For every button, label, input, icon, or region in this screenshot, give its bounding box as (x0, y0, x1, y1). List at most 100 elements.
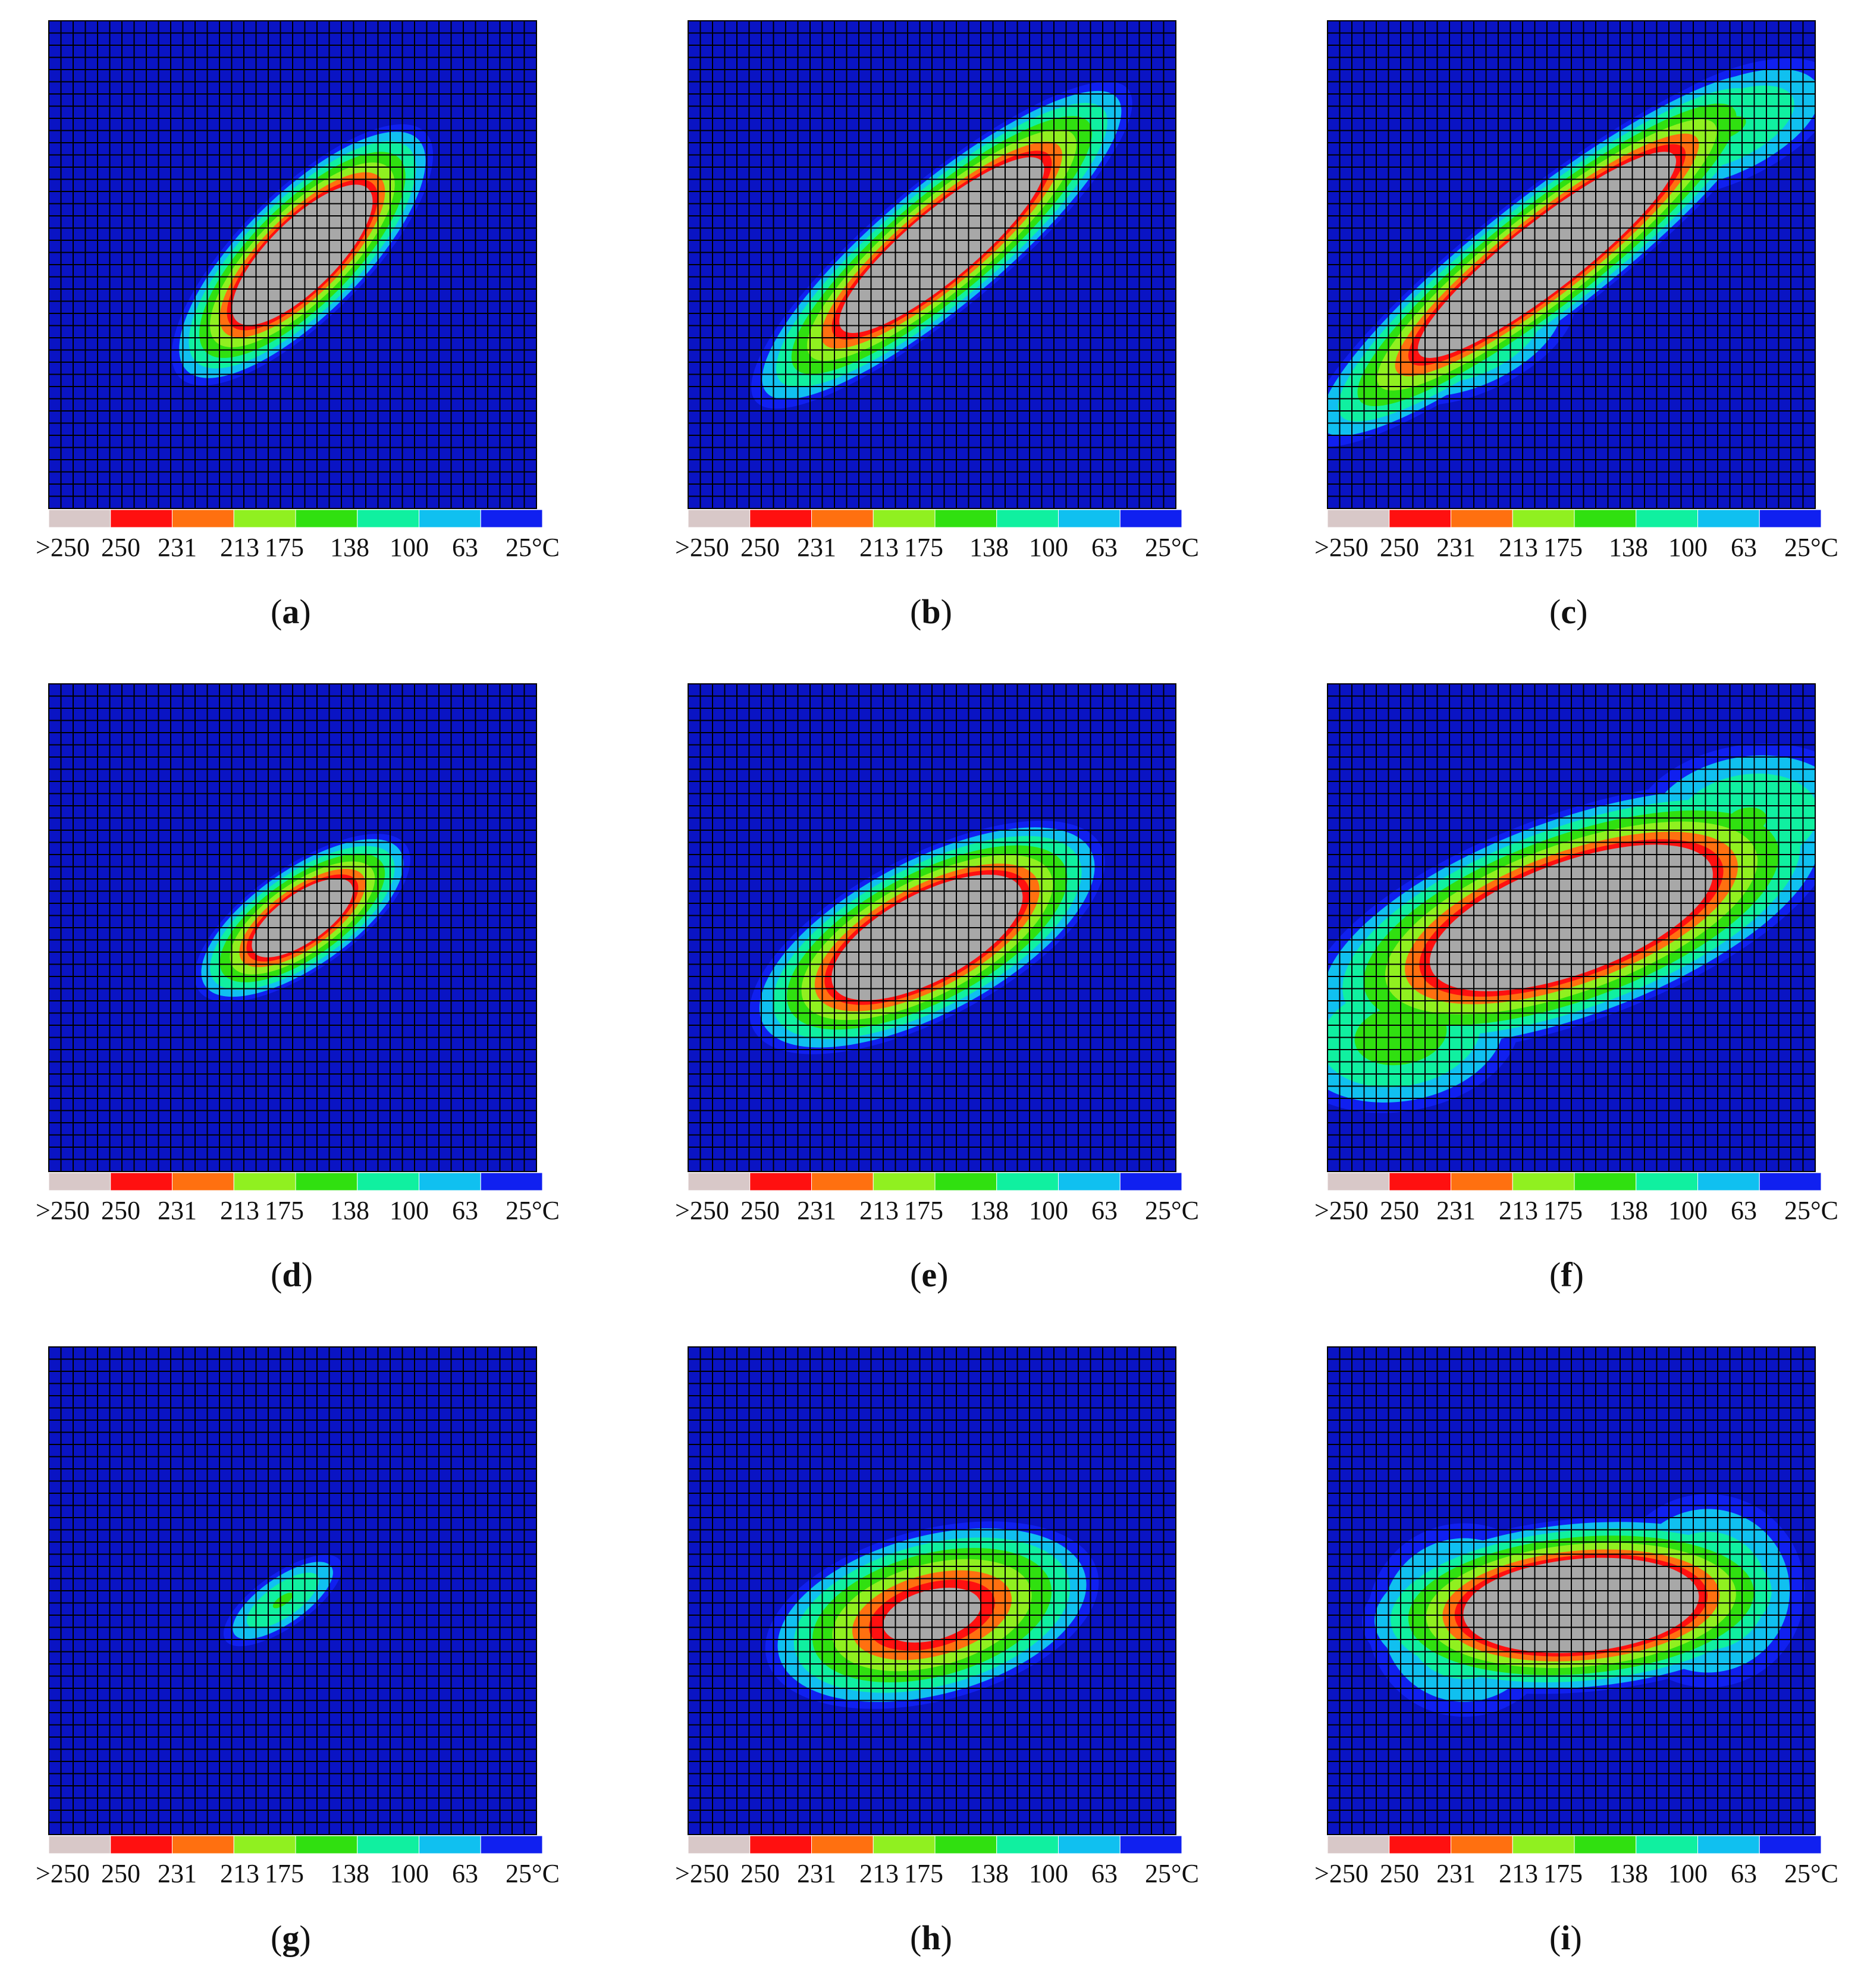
panel-i: >250 250 231 213 175 138 100 63 25°C (i) (1314, 1341, 1861, 1983)
legend-swatch-2 (172, 1835, 234, 1854)
panel-caption: (a) (271, 592, 311, 631)
legend-swatch-2 (1451, 509, 1513, 528)
legend-swatch-1 (1389, 1835, 1451, 1854)
legend-swatch-0 (688, 1172, 751, 1191)
legend-label: >250 (36, 1859, 90, 1888)
legend-swatch-2 (811, 1172, 874, 1191)
legend-label: 138 (969, 533, 1009, 562)
legend-label: 138 (330, 533, 369, 562)
legend-swatch-0 (48, 1172, 111, 1191)
legend-label: 213 (1499, 1859, 1538, 1888)
legend-swatch-7 (480, 1835, 543, 1854)
mesh-grid (688, 20, 1176, 509)
panel-caption: (g) (271, 1918, 311, 1957)
panel-d: >250 250 231 213 175 138 100 63 25°C (d) (36, 678, 630, 1320)
legend-label: 63 (1731, 533, 1757, 562)
contour-level-7-spot-0 (831, 874, 1023, 1000)
legend-label: 231 (1436, 1859, 1476, 1888)
panel-caption: (i) (1549, 1918, 1582, 1957)
legend-swatch-6 (419, 1835, 481, 1854)
legend-label: >250 (1314, 1196, 1369, 1225)
legend-swatch-7 (1119, 1172, 1182, 1191)
legend-swatch-5 (1636, 1172, 1698, 1191)
legend-label: 175 (904, 1859, 943, 1888)
legend-label: 100 (390, 533, 429, 562)
legend-label: 100 (1029, 1859, 1068, 1888)
legend-label: 231 (158, 1859, 197, 1888)
legend-label: 175 (1543, 1859, 1583, 1888)
legend-label: 100 (1029, 533, 1068, 562)
legend-swatch-2 (172, 1172, 234, 1191)
legend-label: 231 (158, 1196, 197, 1225)
legend-swatch-0 (48, 509, 111, 528)
mesh-grid (1327, 1346, 1816, 1835)
legend-label: 138 (1609, 1859, 1648, 1888)
legend-label: 250 (740, 1196, 780, 1225)
panel-e: >250 250 231 213 175 138 100 63 25°C (e) (675, 678, 1270, 1320)
legend-swatch-5 (1636, 509, 1698, 528)
legend-label: 231 (158, 533, 197, 562)
legend-label: >250 (1314, 1859, 1369, 1888)
panel-caption: (f) (1549, 1255, 1584, 1294)
legend-label: 63 (1731, 1859, 1757, 1888)
legend-label: 231 (1436, 533, 1476, 562)
legend-label: 250 (740, 1859, 780, 1888)
legend-label: 250 (101, 1196, 140, 1225)
legend-swatch-7 (1759, 509, 1822, 528)
contour-level-7-spot-0 (232, 184, 373, 325)
contour-level-3-spot-0 (272, 1593, 293, 1609)
legend-swatch-5 (357, 1172, 419, 1191)
legend-label: >250 (675, 1196, 729, 1225)
legend-swatch-7 (1119, 1835, 1182, 1854)
legend-label: 231 (797, 1196, 836, 1225)
legend-swatch-6 (419, 509, 481, 528)
legend-label: 25°C (1145, 1196, 1199, 1225)
legend-label: 213 (1499, 1196, 1538, 1225)
panel-caption: (b) (910, 592, 952, 631)
legend-label: 250 (1380, 1859, 1419, 1888)
legend-swatch-0 (48, 1835, 111, 1854)
temperature-map-a (48, 20, 543, 528)
mesh-grid (48, 683, 537, 1172)
legend-swatch-0 (1327, 509, 1390, 528)
legend-swatch-5 (357, 509, 419, 528)
legend-swatch-5 (1636, 1835, 1698, 1854)
legend-swatch-4 (295, 509, 358, 528)
legend-swatch-6 (419, 1172, 481, 1191)
legend-label: 100 (1668, 1196, 1708, 1225)
legend-label: 63 (1091, 533, 1118, 562)
legend-label: 100 (390, 1196, 429, 1225)
legend-label: 175 (1543, 1196, 1583, 1225)
legend-swatch-1 (749, 1172, 812, 1191)
legend-label: >250 (675, 1859, 729, 1888)
mesh-grid (48, 20, 537, 509)
mesh-grid (688, 1346, 1176, 1835)
legend-swatch-7 (1119, 509, 1182, 528)
legend-swatch-6 (1058, 509, 1121, 528)
legend-swatch-7 (480, 509, 543, 528)
legend-label: 138 (330, 1859, 369, 1888)
legend-swatch-6 (1697, 1172, 1760, 1191)
legend-label: 138 (1609, 1196, 1648, 1225)
legend-label: 231 (797, 1859, 836, 1888)
legend-label: 100 (390, 1859, 429, 1888)
legend-label: 138 (1609, 533, 1648, 562)
legend-label: 25°C (1784, 533, 1838, 562)
legend-swatch-1 (110, 509, 172, 528)
legend-swatch-3 (873, 509, 936, 528)
legend-swatch-4 (295, 1835, 358, 1854)
legend-label: 25°C (506, 533, 560, 562)
legend-swatch-3 (873, 1835, 936, 1854)
legend-swatch-0 (1327, 1835, 1390, 1854)
legend-swatch-3 (1512, 509, 1575, 528)
mesh-grid (1327, 20, 1816, 509)
legend-swatch-0 (1327, 1172, 1390, 1191)
legend-swatch-1 (1389, 509, 1451, 528)
panel-b: >250 250 231 213 175 138 100 63 25°C (b) (675, 15, 1270, 657)
legend-label: 100 (1668, 533, 1708, 562)
legend-swatch-5 (357, 1835, 419, 1854)
legend-label: 213 (859, 533, 899, 562)
legend-label: 175 (265, 533, 304, 562)
temperature-map-i (1327, 1346, 1822, 1854)
